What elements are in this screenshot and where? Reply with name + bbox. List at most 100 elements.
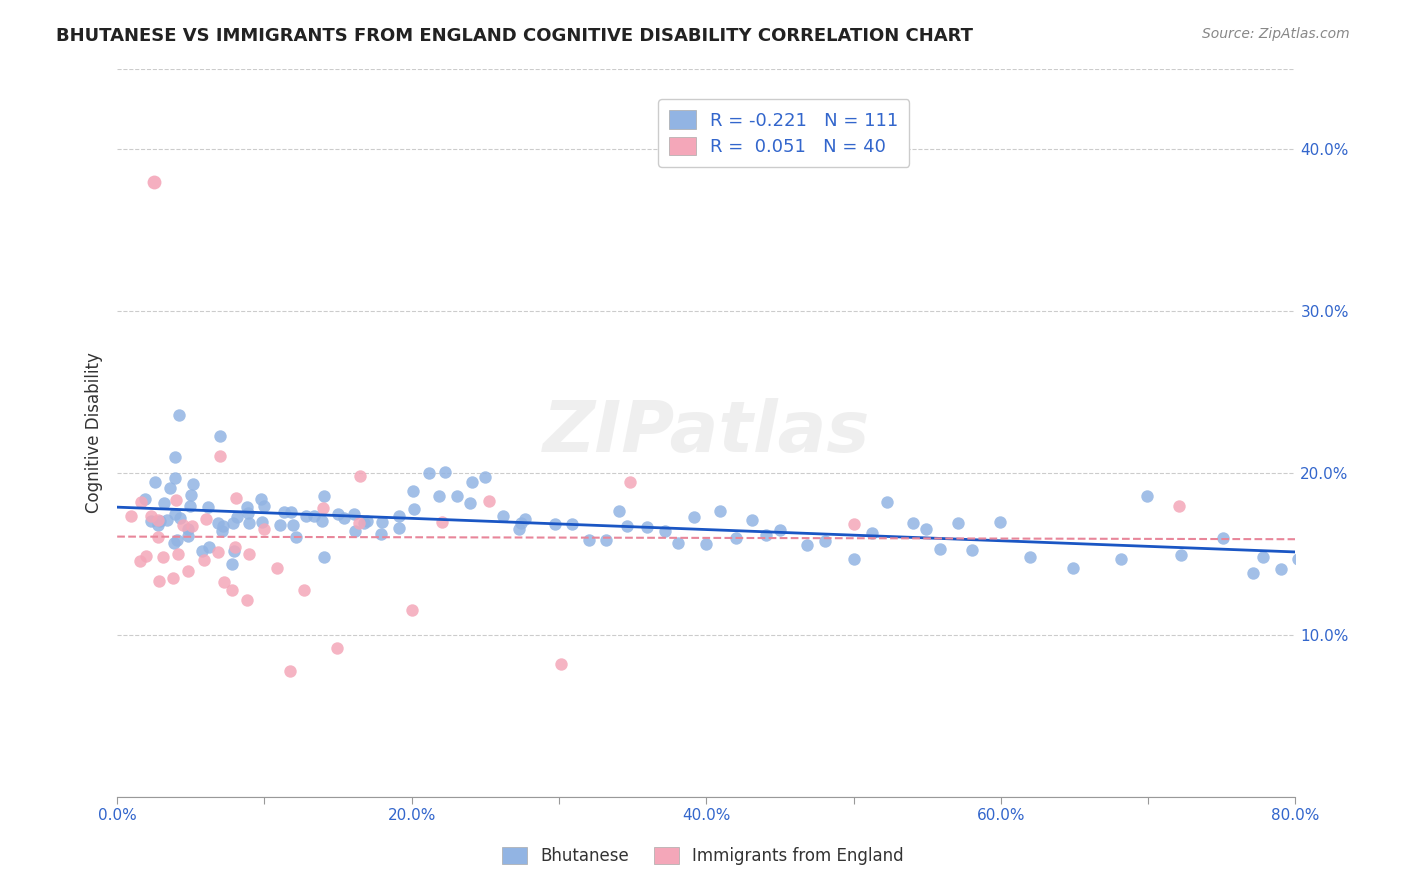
Point bbox=[353, 516, 375, 530]
Point bbox=[510, 516, 533, 531]
Point bbox=[388, 521, 411, 535]
Point bbox=[578, 533, 600, 548]
Point bbox=[172, 517, 194, 532]
Point bbox=[796, 538, 818, 552]
Point bbox=[328, 508, 350, 522]
Point bbox=[225, 491, 247, 505]
Point bbox=[250, 492, 273, 507]
Point bbox=[269, 518, 291, 533]
Point bbox=[280, 664, 302, 678]
Point bbox=[446, 490, 468, 504]
Point bbox=[135, 549, 157, 563]
Point bbox=[312, 500, 335, 515]
Point bbox=[148, 513, 170, 527]
Point bbox=[458, 495, 481, 509]
Point bbox=[165, 507, 187, 521]
Point bbox=[1062, 561, 1084, 575]
Point bbox=[1170, 548, 1192, 562]
Point bbox=[312, 489, 335, 503]
Point bbox=[212, 519, 235, 533]
Point bbox=[120, 509, 142, 524]
Point bbox=[1251, 549, 1274, 564]
Point bbox=[165, 493, 187, 508]
Point bbox=[876, 495, 898, 509]
Point bbox=[404, 502, 426, 516]
Point bbox=[169, 511, 191, 525]
Point bbox=[461, 475, 484, 489]
Point bbox=[616, 518, 638, 533]
Point bbox=[636, 520, 658, 534]
Point bbox=[141, 508, 163, 523]
Point bbox=[236, 500, 259, 514]
Point bbox=[224, 544, 246, 558]
Point bbox=[224, 540, 246, 554]
Point bbox=[607, 504, 630, 518]
Point bbox=[1168, 499, 1191, 513]
Point bbox=[946, 516, 969, 530]
Point bbox=[148, 574, 170, 588]
Legend: Bhutanese, Immigrants from England: Bhutanese, Immigrants from England bbox=[492, 837, 914, 875]
Point bbox=[169, 408, 191, 422]
Point bbox=[141, 514, 163, 528]
Point bbox=[285, 530, 308, 544]
Point bbox=[181, 519, 204, 533]
Point bbox=[326, 641, 349, 656]
Point bbox=[1212, 531, 1234, 545]
Point bbox=[252, 516, 274, 530]
Point bbox=[401, 483, 423, 498]
Point bbox=[163, 536, 186, 550]
Point bbox=[988, 515, 1011, 529]
Point bbox=[1241, 566, 1264, 580]
Point bbox=[401, 603, 423, 617]
Point bbox=[129, 554, 152, 568]
Point bbox=[515, 512, 537, 526]
Point bbox=[162, 570, 184, 584]
Point bbox=[153, 496, 176, 510]
Point bbox=[149, 514, 172, 528]
Point bbox=[207, 545, 229, 559]
Point bbox=[432, 516, 454, 530]
Point bbox=[561, 517, 583, 532]
Point bbox=[238, 547, 260, 561]
Point bbox=[295, 509, 318, 524]
Point bbox=[134, 492, 156, 507]
Point bbox=[311, 514, 333, 528]
Point bbox=[901, 516, 924, 530]
Point bbox=[960, 543, 983, 558]
Point bbox=[207, 516, 229, 531]
Point bbox=[915, 522, 938, 536]
Point bbox=[253, 522, 276, 536]
Point bbox=[370, 527, 392, 541]
Point bbox=[159, 481, 181, 495]
Point bbox=[266, 560, 288, 574]
Point bbox=[478, 493, 501, 508]
Point bbox=[654, 524, 676, 538]
Point bbox=[212, 575, 235, 590]
Point bbox=[725, 532, 748, 546]
Point bbox=[550, 657, 572, 672]
Point bbox=[273, 505, 295, 519]
Point bbox=[427, 489, 450, 503]
Point bbox=[179, 499, 201, 513]
Text: ZIPatlas: ZIPatlas bbox=[543, 398, 870, 467]
Point bbox=[508, 522, 530, 536]
Point bbox=[814, 533, 837, 548]
Point bbox=[842, 552, 865, 566]
Point bbox=[595, 533, 617, 547]
Point bbox=[166, 547, 188, 561]
Point bbox=[155, 513, 177, 527]
Point bbox=[1270, 562, 1292, 576]
Point bbox=[148, 517, 170, 532]
Text: BHUTANESE VS IMMIGRANTS FROM ENGLAND COGNITIVE DISABILITY CORRELATION CHART: BHUTANESE VS IMMIGRANTS FROM ENGLAND COG… bbox=[56, 27, 973, 45]
Point bbox=[163, 450, 186, 464]
Point bbox=[180, 488, 202, 502]
Point bbox=[194, 511, 217, 525]
Point bbox=[619, 475, 641, 489]
Point bbox=[211, 524, 233, 538]
Point bbox=[349, 516, 371, 530]
Point bbox=[146, 530, 169, 544]
Point bbox=[418, 466, 440, 480]
Point bbox=[343, 524, 366, 538]
Point bbox=[1109, 552, 1132, 566]
Point bbox=[474, 470, 496, 484]
